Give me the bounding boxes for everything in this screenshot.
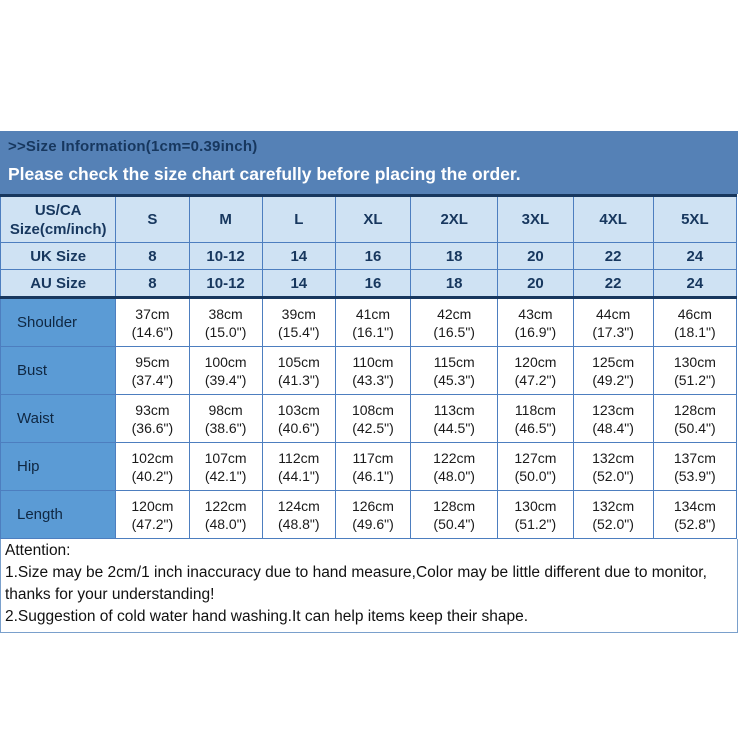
measurement-cell: 134cm (52.8") bbox=[652, 490, 738, 539]
measurement-label: Hip bbox=[0, 442, 117, 491]
bust-row: Bust 95cm (37.4") 100cm (39.4") 105cm (41.3… bbox=[0, 346, 738, 395]
uk-size-value: 18 bbox=[410, 242, 499, 270]
size-col-header: 2XL bbox=[410, 195, 499, 243]
size-info-title: >>Size Information(1cm=0.39inch) bbox=[8, 138, 258, 155]
measurement-label: Length bbox=[0, 490, 117, 539]
au-size-value: 8 bbox=[115, 269, 190, 299]
measurement-cell: 128cm (50.4") bbox=[410, 490, 499, 539]
corner-line1: US/CA bbox=[34, 201, 82, 219]
measurement-cell: 110cm (43.3") bbox=[334, 346, 412, 395]
size-col-header: 5XL bbox=[652, 195, 738, 243]
measurement-cell: 132cm (52.0") bbox=[572, 442, 654, 491]
measurement-cell: 120cm (47.2") bbox=[115, 490, 190, 539]
measurement-cell: 107cm (42.1") bbox=[188, 442, 263, 491]
measurement-cell: 117cm (46.1") bbox=[334, 442, 412, 491]
measurement-cell: 98cm (38.6") bbox=[188, 394, 263, 443]
attention-line: 2.Suggestion of cold water hand washing.… bbox=[5, 608, 529, 625]
measurement-cell: 113cm (44.5") bbox=[410, 394, 499, 443]
measurement-cell: 137cm (53.9") bbox=[652, 442, 738, 491]
measurement-cell: 37cm (14.6") bbox=[115, 297, 190, 347]
uk-size-value: 24 bbox=[652, 242, 738, 270]
au-size-value: 14 bbox=[261, 269, 336, 299]
measurement-label: Shoulder bbox=[0, 297, 117, 347]
measurement-cell: 120cm (47.2") bbox=[497, 346, 574, 395]
uk-size-value: 14 bbox=[261, 242, 336, 270]
corner-header-cell: US/CA Size(cm/inch) bbox=[0, 195, 117, 243]
au-size-label: AU Size bbox=[0, 269, 117, 299]
size-chart-sheet: >>Size Information(1cm=0.39inch) Please … bbox=[0, 131, 738, 633]
size-col-header: XL bbox=[334, 195, 412, 243]
uk-size-value: 16 bbox=[334, 242, 412, 270]
measurement-cell: 125cm (49.2") bbox=[572, 346, 654, 395]
attention-note: Attention: 1.Size may be 2cm/1 inch inac… bbox=[0, 539, 738, 633]
measurement-cell: 112cm (44.1") bbox=[261, 442, 336, 491]
measurement-cell: 95cm (37.4") bbox=[115, 346, 190, 395]
au-size-row: AU Size 8 10-12 14 16 18 20 22 24 bbox=[0, 269, 738, 299]
measurement-cell: 43cm (16.9") bbox=[497, 297, 574, 347]
measurement-cell: 122cm (48.0") bbox=[410, 442, 499, 491]
uk-size-value: 8 bbox=[115, 242, 190, 270]
measurement-cell: 108cm (42.5") bbox=[334, 394, 412, 443]
au-size-value: 10-12 bbox=[188, 269, 263, 299]
table-header-row: US/CA Size(cm/inch) S M L XL 2XL 3XL 4XL… bbox=[0, 195, 738, 243]
size-col-header: 3XL bbox=[497, 195, 574, 243]
measurement-cell: 126cm (49.6") bbox=[334, 490, 412, 539]
measurement-cell: 130cm (51.2") bbox=[497, 490, 574, 539]
measurement-cell: 123cm (48.4") bbox=[572, 394, 654, 443]
measurement-cell: 93cm (36.6") bbox=[115, 394, 190, 443]
uk-size-value: 22 bbox=[572, 242, 654, 270]
size-col-header: S bbox=[115, 195, 190, 243]
measurement-cell: 127cm (50.0") bbox=[497, 442, 574, 491]
uk-size-label: UK Size bbox=[0, 242, 117, 270]
corner-line2: Size(cm/inch) bbox=[9, 220, 107, 238]
attention-line: 1.Size may be 2cm/1 inch inaccuracy due … bbox=[5, 564, 707, 581]
au-size-value: 20 bbox=[497, 269, 574, 299]
size-col-header: M bbox=[188, 195, 263, 243]
attention-line: Attention: bbox=[5, 542, 71, 559]
measurement-cell: 115cm (45.3") bbox=[410, 346, 499, 395]
measurement-cell: 100cm (39.4") bbox=[188, 346, 263, 395]
measurement-cell: 124cm (48.8") bbox=[261, 490, 336, 539]
measurement-cell: 103cm (40.6") bbox=[261, 394, 336, 443]
measurement-cell: 39cm (15.4") bbox=[261, 297, 336, 347]
measurement-cell: 105cm (41.3") bbox=[261, 346, 336, 395]
measurement-cell: 41cm (16.1") bbox=[334, 297, 412, 347]
measurement-cell: 102cm (40.2") bbox=[115, 442, 190, 491]
hip-row: Hip 102cm (40.2") 107cm (42.1") 112cm (44.1… bbox=[0, 442, 738, 491]
au-size-value: 24 bbox=[652, 269, 738, 299]
measurement-cell: 128cm (50.4") bbox=[652, 394, 738, 443]
length-row: Length 120cm (47.2") 122cm (48.0") 124cm (4… bbox=[0, 490, 738, 539]
size-col-header: L bbox=[261, 195, 336, 243]
measurement-cell: 38cm (15.0") bbox=[188, 297, 263, 347]
size-chart-notice: Please check the size chart carefully be… bbox=[8, 164, 521, 184]
measurement-cell: 46cm (18.1") bbox=[652, 297, 738, 347]
measurement-cell: 118cm (46.5") bbox=[497, 394, 574, 443]
uk-size-value: 20 bbox=[497, 242, 574, 270]
measurement-cell: 132cm (52.0") bbox=[572, 490, 654, 539]
measurement-cell: 130cm (51.2") bbox=[652, 346, 738, 395]
size-chart-table: US/CA Size(cm/inch) S M L XL 2XL 3XL 4XL… bbox=[0, 194, 738, 539]
au-size-value: 22 bbox=[572, 269, 654, 299]
size-info-banner: >>Size Information(1cm=0.39inch) Please … bbox=[0, 131, 738, 194]
au-size-value: 16 bbox=[334, 269, 412, 299]
attention-line: thanks for your understanding! bbox=[5, 586, 215, 603]
uk-size-row: UK Size 8 10-12 14 16 18 20 22 24 bbox=[0, 242, 738, 270]
measurement-cell: 42cm (16.5") bbox=[410, 297, 499, 347]
shoulder-row: Shoulder 37cm (14.6") 38cm (15.0") 39cm (15… bbox=[0, 297, 738, 347]
uk-size-value: 10-12 bbox=[188, 242, 263, 270]
size-col-header: 4XL bbox=[572, 195, 654, 243]
measurement-label: Waist bbox=[0, 394, 117, 443]
measurement-cell: 44cm (17.3") bbox=[572, 297, 654, 347]
measurement-label: Bust bbox=[0, 346, 117, 395]
measurement-cell: 122cm (48.0") bbox=[188, 490, 263, 539]
au-size-value: 18 bbox=[410, 269, 499, 299]
waist-row: Waist 93cm (36.6") 98cm (38.6") 103cm (40.6… bbox=[0, 394, 738, 443]
